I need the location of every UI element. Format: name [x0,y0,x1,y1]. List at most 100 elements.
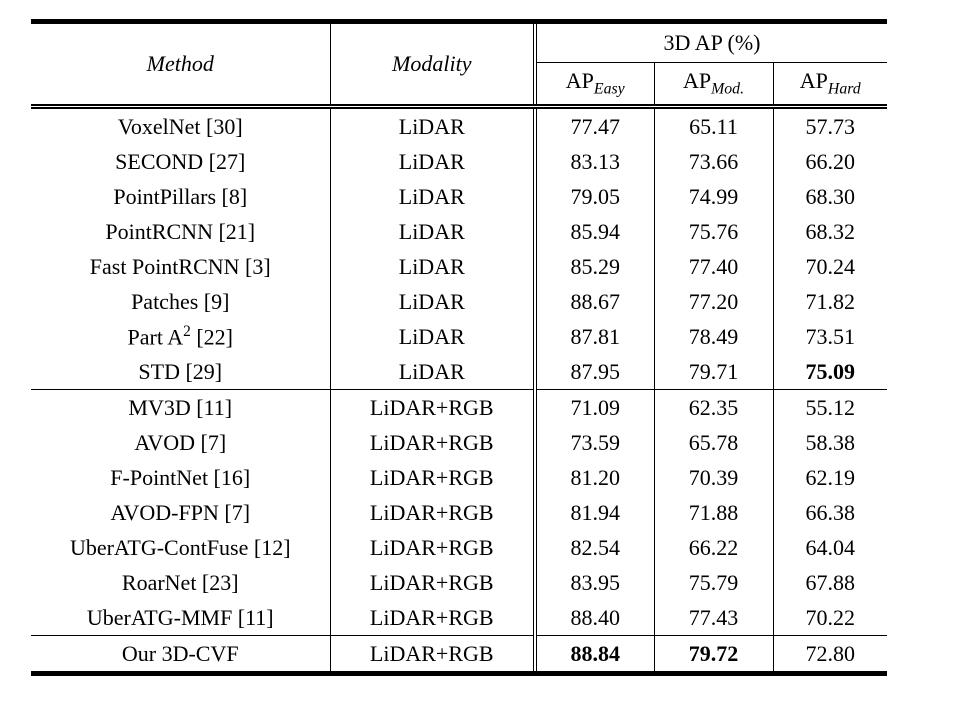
ap-prefix: AP [565,68,594,94]
ap-hard-cell: 70.24 [805,253,856,279]
modality-cell: LiDAR+RGB [330,495,537,530]
ap-easy-cell: 73.59 [535,425,655,460]
ap-easy-cell: 87.95 [535,354,655,390]
ap-mod-cell: 77.43 [654,600,774,636]
column-header-ap-easy: APEasy [535,62,655,109]
modality-cell: LiDAR [330,319,537,354]
table-row-mv3d: MV3D [11] LiDAR+RGB 71.09 62.35 55.12 [31,389,887,425]
modality-cell: LiDAR+RGB [330,565,537,600]
method-cell: PointRCNN [21] [31,214,331,249]
ap-hard-cell: 67.88 [805,569,856,595]
method-text: [22] [190,324,233,350]
modality-cell: LiDAR+RGB [330,389,537,425]
ap-easy-cell: 83.13 [535,144,655,179]
ap-subscript: Easy [593,80,625,98]
ap-hard-cell: 58.38 [805,429,856,455]
ap-easy-cell: 81.20 [535,460,655,495]
column-group-header-3d-ap: 3D AP (%) [535,21,887,63]
ap-hard-cell: 66.38 [805,499,856,525]
ap-hard-cell: 68.30 [805,183,856,209]
ap-easy-cell: 71.09 [535,389,655,425]
method-superscript: 2 [183,322,191,340]
ap-mod-cell: 73.66 [654,144,774,179]
table-row-roarnet: RoarNet [23] LiDAR+RGB 83.95 75.79 67.88 [31,565,887,600]
modality-cell: LiDAR [330,144,537,179]
ap-prefix: AP [799,68,828,94]
table-row-std: STD [29] LiDAR 87.95 79.71 75.09 [31,354,887,390]
ap-mod-cell: 79.72 [654,635,774,674]
header-row-sub: APEasy APMod. APHard [31,62,887,109]
ap-mod-cell: 66.22 [654,530,774,565]
modality-cell: LiDAR+RGB [330,600,537,636]
ap-hard-cell: 64.04 [805,534,856,560]
modality-cell: LiDAR [330,214,537,249]
ap-hard-cell: 55.12 [773,389,887,425]
results-table: Method Modality 3D AP (%) APEasy APMod. … [31,19,887,676]
ap-mod-cell: 74.99 [654,179,774,214]
ap-hard-cell: 62.19 [805,464,856,490]
table-row-avod: AVOD [7] LiDAR+RGB 73.59 65.78 58.38 [31,425,887,460]
column-header-method: Method [31,21,331,109]
column-header-modality: Modality [330,21,537,109]
ap-subscript: Mod. [711,80,745,98]
ap-mod-cell: 65.78 [654,425,774,460]
method-cell: VoxelNet [30] [31,106,331,144]
modality-cell: LiDAR [330,284,537,319]
ap-hard-cell: 75.09 [805,358,856,384]
ap-mod-cell: 78.49 [654,319,774,354]
table-row-f-pointnet: F-PointNet [16] LiDAR+RGB 81.20 70.39 62… [31,460,887,495]
table-row-avod-fpn: AVOD-FPN [7] LiDAR+RGB 81.94 71.88 66.38 [31,495,887,530]
ap-easy-cell: 85.94 [535,214,655,249]
ap-mod-cell: 77.40 [654,249,774,284]
table-row-voxelnet: VoxelNet [30] LiDAR 77.47 65.11 57.73 [31,106,887,144]
method-cell: AVOD-FPN [7] [31,495,331,530]
ap-subscript: Hard [827,80,861,98]
ap-hard-cell: 73.51 [805,323,856,349]
table-row-fast-pointrcnn: Fast PointRCNN [3] LiDAR 85.29 77.40 70.… [31,249,887,284]
method-cell: Fast PointRCNN [3] [31,249,331,284]
ap-mod-cell: 75.76 [654,214,774,249]
table-row-uberatg-mmf: UberATG-MMF [11] LiDAR+RGB 88.40 77.43 7… [31,600,887,636]
ap-hard-cell: 72.80 [773,635,887,674]
table-row-second: SECOND [27] LiDAR 83.13 73.66 66.20 [31,144,887,179]
ap-hard-cell: 68.32 [805,218,856,244]
method-cell: Patches [9] [31,284,331,319]
ap-mod-cell: 71.88 [654,495,774,530]
table-row-pointpillars: PointPillars [8] LiDAR 79.05 74.99 68.30 [31,179,887,214]
modality-cell: LiDAR+RGB [330,635,537,674]
table-row-pointrcnn: PointRCNN [21] LiDAR 85.94 75.76 68.32 [31,214,887,249]
method-cell: AVOD [7] [31,425,331,460]
ap-easy-cell: 87.81 [535,319,655,354]
table-row-uberatg-contfuse: UberATG-ContFuse [12] LiDAR+RGB 82.54 66… [31,530,887,565]
modality-cell: LiDAR+RGB [330,530,537,565]
method-cell: Part A2 [22] [31,319,331,354]
modality-cell: LiDAR+RGB [330,460,537,495]
method-cell: UberATG-MMF [11] [31,600,331,636]
ap-prefix: AP [682,68,712,94]
method-cell: F-PointNet [16] [31,460,331,495]
table-row-our-3d-cvf: Our 3D-CVF LiDAR+RGB 88.84 79.72 72.80 [31,635,887,674]
ap-hard-cell: 57.73 [805,113,856,139]
method-cell: UberATG-ContFuse [12] [31,530,331,565]
ap-hard-cell: 66.20 [805,148,856,174]
modality-cell: LiDAR [330,249,537,284]
ap-mod-cell: 70.39 [654,460,774,495]
method-cell: Our 3D-CVF [31,635,331,674]
ap-easy-cell: 83.95 [535,565,655,600]
method-cell: SECOND [27] [31,144,331,179]
column-header-ap-hard: APHard [773,62,887,109]
ap-easy-cell: 88.67 [535,284,655,319]
ap-mod-cell: 65.11 [654,106,774,144]
method-cell: RoarNet [23] [31,565,331,600]
ap-mod-cell: 62.35 [654,389,774,425]
ap-mod-cell: 77.20 [654,284,774,319]
ap-hard-cell: 71.82 [805,288,856,314]
ap-easy-cell: 77.47 [535,106,655,144]
table-row-patches: Patches [9] LiDAR 88.67 77.20 71.82 [31,284,887,319]
ap-mod-cell: 75.79 [654,565,774,600]
modality-cell: LiDAR [330,354,537,390]
ap-easy-cell: 85.29 [535,249,655,284]
ap-easy-cell: 88.84 [535,635,655,674]
ap-mod-cell: 79.71 [654,354,774,390]
